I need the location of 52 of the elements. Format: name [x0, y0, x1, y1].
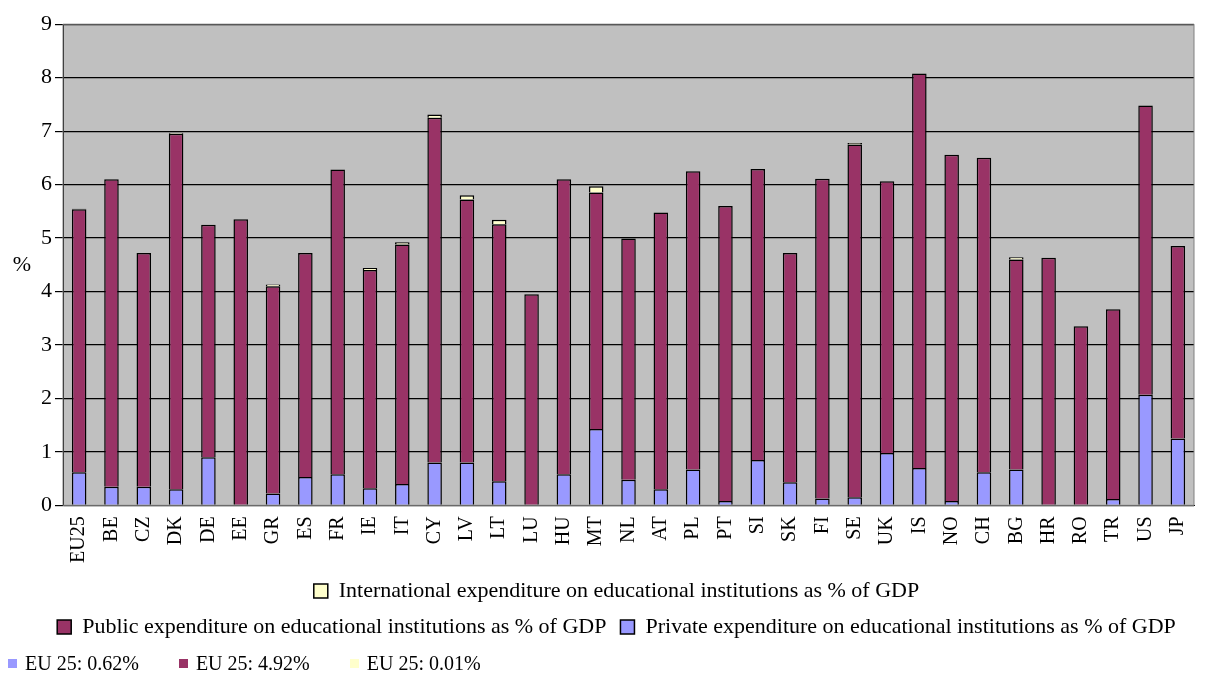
y-tick-label: 6: [41, 170, 52, 196]
x-tick-label: BG: [1003, 516, 1026, 545]
y-tick-label: 0: [41, 491, 52, 517]
text: EU 25: 0.62%: [25, 652, 139, 675]
x-tick-label: US: [1132, 516, 1155, 542]
x-tick-label: SE: [841, 516, 864, 540]
x-tick-label: IE: [357, 516, 380, 536]
x-tick-label: MT: [583, 516, 606, 547]
x-tick-label: TR: [1100, 515, 1123, 542]
y-tick-label: 7: [41, 116, 52, 142]
legend-label: Public expenditure on educational institutions as % of GDP: [82, 612, 607, 638]
x-tick-label: IS: [906, 516, 929, 535]
x-tick-label: LV: [454, 515, 477, 542]
x-tick-label: AT: [648, 516, 671, 541]
y-tick-label: 9: [41, 9, 52, 35]
x-tick-label: HU: [551, 515, 574, 546]
x-tick-label: SI: [745, 516, 768, 535]
x-tick-label: RO: [1068, 516, 1091, 545]
x-tick-label: LU: [518, 515, 541, 544]
x-tick-label: FI: [809, 516, 832, 535]
x-tick-label: LT: [486, 516, 509, 539]
x-tick-label: CH: [971, 516, 994, 545]
x-tick-label: GR: [260, 515, 283, 545]
x-tick-label: BE: [98, 516, 121, 542]
x-tick-label: CY: [421, 516, 444, 545]
x-tick-label: NL: [615, 516, 638, 544]
x-tick-label: HR: [1035, 515, 1058, 545]
x-tick-label: DK: [163, 515, 186, 546]
y-tick-label: 3: [41, 330, 52, 356]
x-tick-label: EU25: [66, 516, 89, 564]
x-tick-label: JP: [1165, 516, 1188, 536]
y-axis-title: %: [12, 250, 32, 276]
x-tick-label: FR: [324, 515, 347, 541]
y-tick-label: 8: [41, 63, 52, 89]
y-tick-label: 2: [41, 384, 52, 410]
text: EU 25: 0.01%: [366, 652, 481, 675]
x-tick-label: DE: [195, 516, 218, 544]
x-tick-label: EE: [227, 516, 250, 541]
x-tick-label: PL: [680, 516, 703, 540]
x-tick-label: UK: [874, 515, 897, 546]
x-tick-label: IT: [389, 516, 412, 536]
y-tick-label: 5: [41, 223, 52, 249]
legend-label: International expenditure on educational institutions as % of GDP: [338, 576, 920, 602]
x-tick-label: PT: [712, 516, 735, 540]
x-tick-label: SK: [777, 515, 800, 542]
x-tick-label: NO: [938, 516, 961, 546]
y-tick-label: 4: [41, 277, 52, 303]
x-tick-label: CZ: [131, 516, 154, 542]
legend-label: Private expenditure on educational institutions as % of GDP: [645, 612, 1176, 638]
y-tick-label: 1: [41, 437, 52, 463]
x-tick-label: ES: [292, 516, 315, 540]
text: EU 25: 4.92%: [195, 652, 310, 675]
